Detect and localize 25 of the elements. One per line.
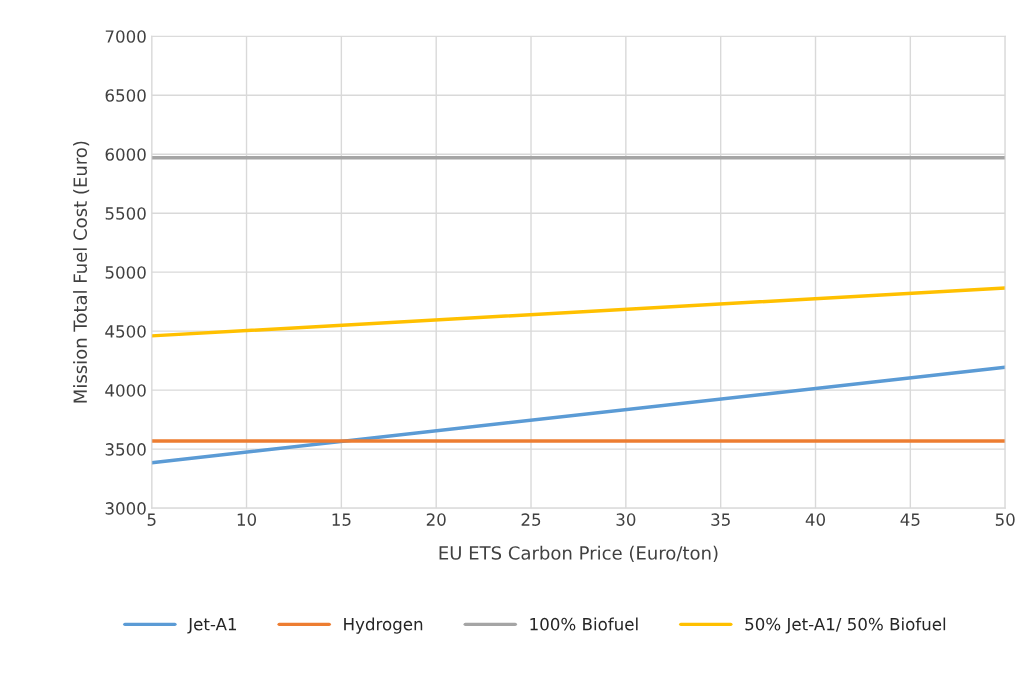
x-tick-label: 35 [711,513,730,526]
x-tick-label: 10 [237,513,257,526]
x-tick-label: 5 [147,513,156,526]
y-tick-label: 3500 [105,443,146,456]
y-axis-title: Mission Total Fuel Cost (Euro) [73,141,90,403]
y-tick-label: 6500 [105,89,146,102]
y-tick-label: 4000 [105,384,146,397]
x-tick-label: 40 [805,513,826,526]
y-tick-label: 3000 [105,502,146,515]
x-tick-label: 45 [900,513,920,526]
legend-label: 50% Jet-A1/ 50% Biofuel [745,617,946,634]
x-tick-label: 15 [332,513,351,526]
legend-label: Hydrogen [344,617,423,634]
x-tick-label: 30 [616,513,636,526]
y-tick-label: 6000 [105,148,146,161]
x-tick-label: 25 [521,513,541,526]
y-tick-label: 5500 [105,207,146,220]
x-tick-label: 50 [995,513,1015,526]
y-tick-label: 4500 [105,325,146,338]
y-tick-label: 7000 [105,30,146,43]
x-axis-title: EU ETS Carbon Price (Euro/ton) [439,545,718,562]
x-tick-label: 20 [426,513,446,526]
legend-label: 100% Biofuel [530,617,638,631]
y-tick-label: 5000 [105,266,146,279]
legend-label: Jet-A1 [187,618,237,634]
